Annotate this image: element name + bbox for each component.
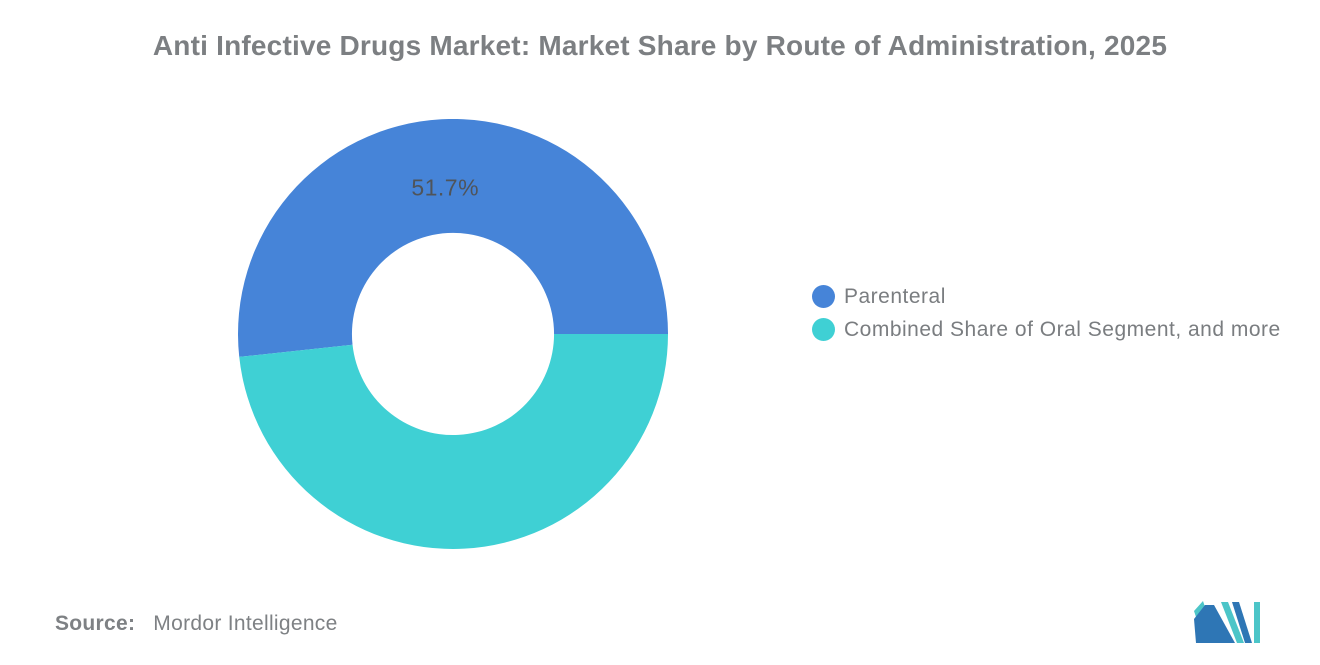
donut-svg: 51.7% [238, 119, 668, 549]
pie-slice-1[interactable] [239, 334, 668, 549]
legend-item-oral-segment[interactable]: Combined Share of Oral Segment, and more [812, 318, 1281, 341]
donut-chart: 51.7% [238, 119, 668, 549]
legend: Parenteral Combined Share of Oral Segmen… [812, 285, 1281, 351]
logo-navy-left-shape [1194, 605, 1235, 643]
logo-navy-right-stripe [1232, 602, 1252, 643]
pie-data-label: 51.7% [411, 175, 479, 201]
source-label: Source: [55, 612, 136, 635]
legend-item-parenteral[interactable]: Parenteral [812, 285, 1281, 308]
mordor-intelligence-logo [1194, 601, 1260, 643]
logo-teal-right-bar [1254, 602, 1260, 643]
source-line: Source: Mordor Intelligence [55, 612, 338, 636]
logo-teal-middle-stripe [1221, 602, 1244, 643]
logo-teal-top-left-shape [1194, 601, 1205, 617]
pie-slice-0[interactable] [238, 119, 668, 357]
legend-swatch-oral-segment [812, 318, 835, 341]
legend-label-parenteral: Parenteral [844, 284, 946, 308]
source-value: Mordor Intelligence [153, 612, 338, 635]
chart-title: Anti Infective Drugs Market: Market Shar… [152, 30, 1168, 61]
legend-label-oral-segment: Combined Share of Oral Segment, and more [844, 317, 1281, 341]
legend-swatch-parenteral [812, 285, 835, 308]
